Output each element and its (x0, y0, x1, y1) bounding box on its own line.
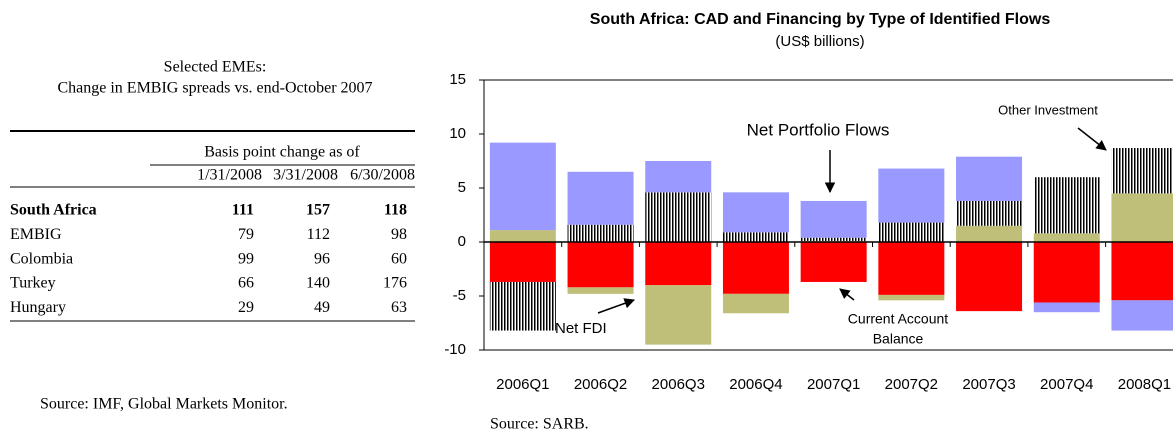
cell: 60 (391, 250, 407, 267)
chart-subtitle: (US$ billions) (775, 33, 864, 50)
cell: 29 (238, 299, 254, 316)
x-tick-label: 2007Q2 (885, 376, 938, 393)
table-subtitle: Change in EMBIG spreads vs. end-October … (57, 80, 372, 97)
cell: 98 (391, 226, 407, 243)
bar-segment (567, 287, 634, 294)
table-title: Selected EMEs: (164, 59, 267, 76)
bar-segment (489, 242, 556, 282)
column-header: 1/31/2008 (197, 167, 262, 184)
bar-segment (567, 224, 634, 242)
bar-segment (800, 237, 867, 241)
arrow (597, 298, 635, 314)
chart-source: Source: SARB. (490, 416, 589, 433)
cell: 118 (384, 202, 407, 219)
x-tick-label: 2007Q1 (807, 376, 860, 393)
cell: 63 (391, 299, 407, 316)
bar-segment (1111, 300, 1173, 331)
bar-segment (645, 285, 712, 345)
bar-segment (1111, 193, 1173, 242)
bar-segment (956, 156, 1023, 201)
x-tick-label: 2006Q1 (496, 376, 549, 393)
row-name: Hungary (10, 299, 66, 316)
cell: 79 (238, 226, 254, 243)
cell: 66 (238, 275, 254, 292)
y-tick-label: 5 (458, 179, 466, 196)
bar-segment (645, 192, 712, 242)
y-tick-label: 10 (449, 125, 466, 142)
column-header: 3/31/2008 (273, 167, 338, 184)
bar-segment (1033, 302, 1100, 313)
bar-segment (800, 200, 867, 238)
bar-segment (956, 200, 1023, 226)
row-name: South Africa (10, 202, 97, 219)
bar-segment (645, 242, 712, 286)
chart-title: South Africa: CAD and Financing by Type … (590, 11, 1051, 28)
bar-segment (489, 230, 556, 242)
plot-frame (483, 79, 1173, 351)
annotation-arrows (597, 127, 1107, 314)
bar-segment (1111, 242, 1173, 301)
bar-segment (800, 242, 867, 282)
bar-segment (489, 281, 556, 331)
annotation: Other Investment (998, 102, 1098, 117)
annotation: Net FDI (555, 320, 607, 337)
bar-segment (878, 294, 945, 301)
annotation: Balance (873, 331, 924, 347)
cell: 157 (306, 202, 330, 219)
bar-segment (489, 142, 556, 231)
y-tick-label: -5 (453, 287, 466, 304)
annotation: Net Portfolio Flows (747, 120, 890, 139)
bar-segment (722, 242, 789, 294)
cell: 176 (383, 275, 407, 292)
row-name: EMBIG (10, 226, 62, 243)
x-tick-label: 2008Q1 (1118, 376, 1171, 393)
bar-segment (567, 242, 634, 288)
x-tick-label: 2007Q4 (1040, 376, 1093, 393)
bar-segment (878, 168, 945, 223)
bar-segment (878, 242, 945, 295)
arrow (839, 288, 855, 301)
x-tick-label: 2006Q3 (652, 376, 705, 393)
column-header: 6/30/2008 (350, 167, 415, 184)
cell: 96 (314, 250, 330, 267)
bar-segment (1111, 148, 1173, 194)
table-source: Source: IMF, Global Markets Monitor. (40, 396, 288, 413)
arrow (1077, 127, 1107, 151)
bar-segment (1033, 233, 1100, 242)
table: Selected EMEs: Change in EMBIG spreads v… (10, 59, 415, 413)
cell: 49 (314, 299, 330, 316)
bar-segment (722, 192, 789, 233)
cell: 99 (238, 250, 254, 267)
bar-segment (722, 232, 789, 242)
bar-segment (878, 222, 945, 242)
bar-segment (1033, 177, 1100, 234)
x-tick-label: 2007Q3 (962, 376, 1015, 393)
y-tick-label: 15 (449, 71, 466, 88)
bar-segment (1033, 242, 1100, 303)
x-tick-label: 2006Q4 (729, 376, 782, 393)
x-tick-label: 2006Q2 (574, 376, 627, 393)
bar-segment (567, 171, 634, 225)
plot: -10 -5 0 5 10 15 2006Q1 2006Q2 2006Q3 2006Q4 2007Q… (444, 71, 1173, 393)
group-header: Basis point change as of (204, 144, 360, 161)
bar-segment (956, 242, 1023, 312)
bar-segment (722, 293, 789, 314)
cell: 112 (307, 226, 330, 243)
y-tick-label: 0 (458, 233, 466, 250)
row-name: Colombia (10, 250, 73, 267)
row-name: Turkey (10, 275, 56, 292)
bar-segment (956, 225, 1023, 242)
cell: 111 (232, 202, 254, 219)
annotation: Current Account (848, 311, 948, 327)
cell: 140 (306, 275, 330, 292)
bar-segment (645, 161, 712, 193)
y-tick-label: -10 (444, 341, 466, 358)
